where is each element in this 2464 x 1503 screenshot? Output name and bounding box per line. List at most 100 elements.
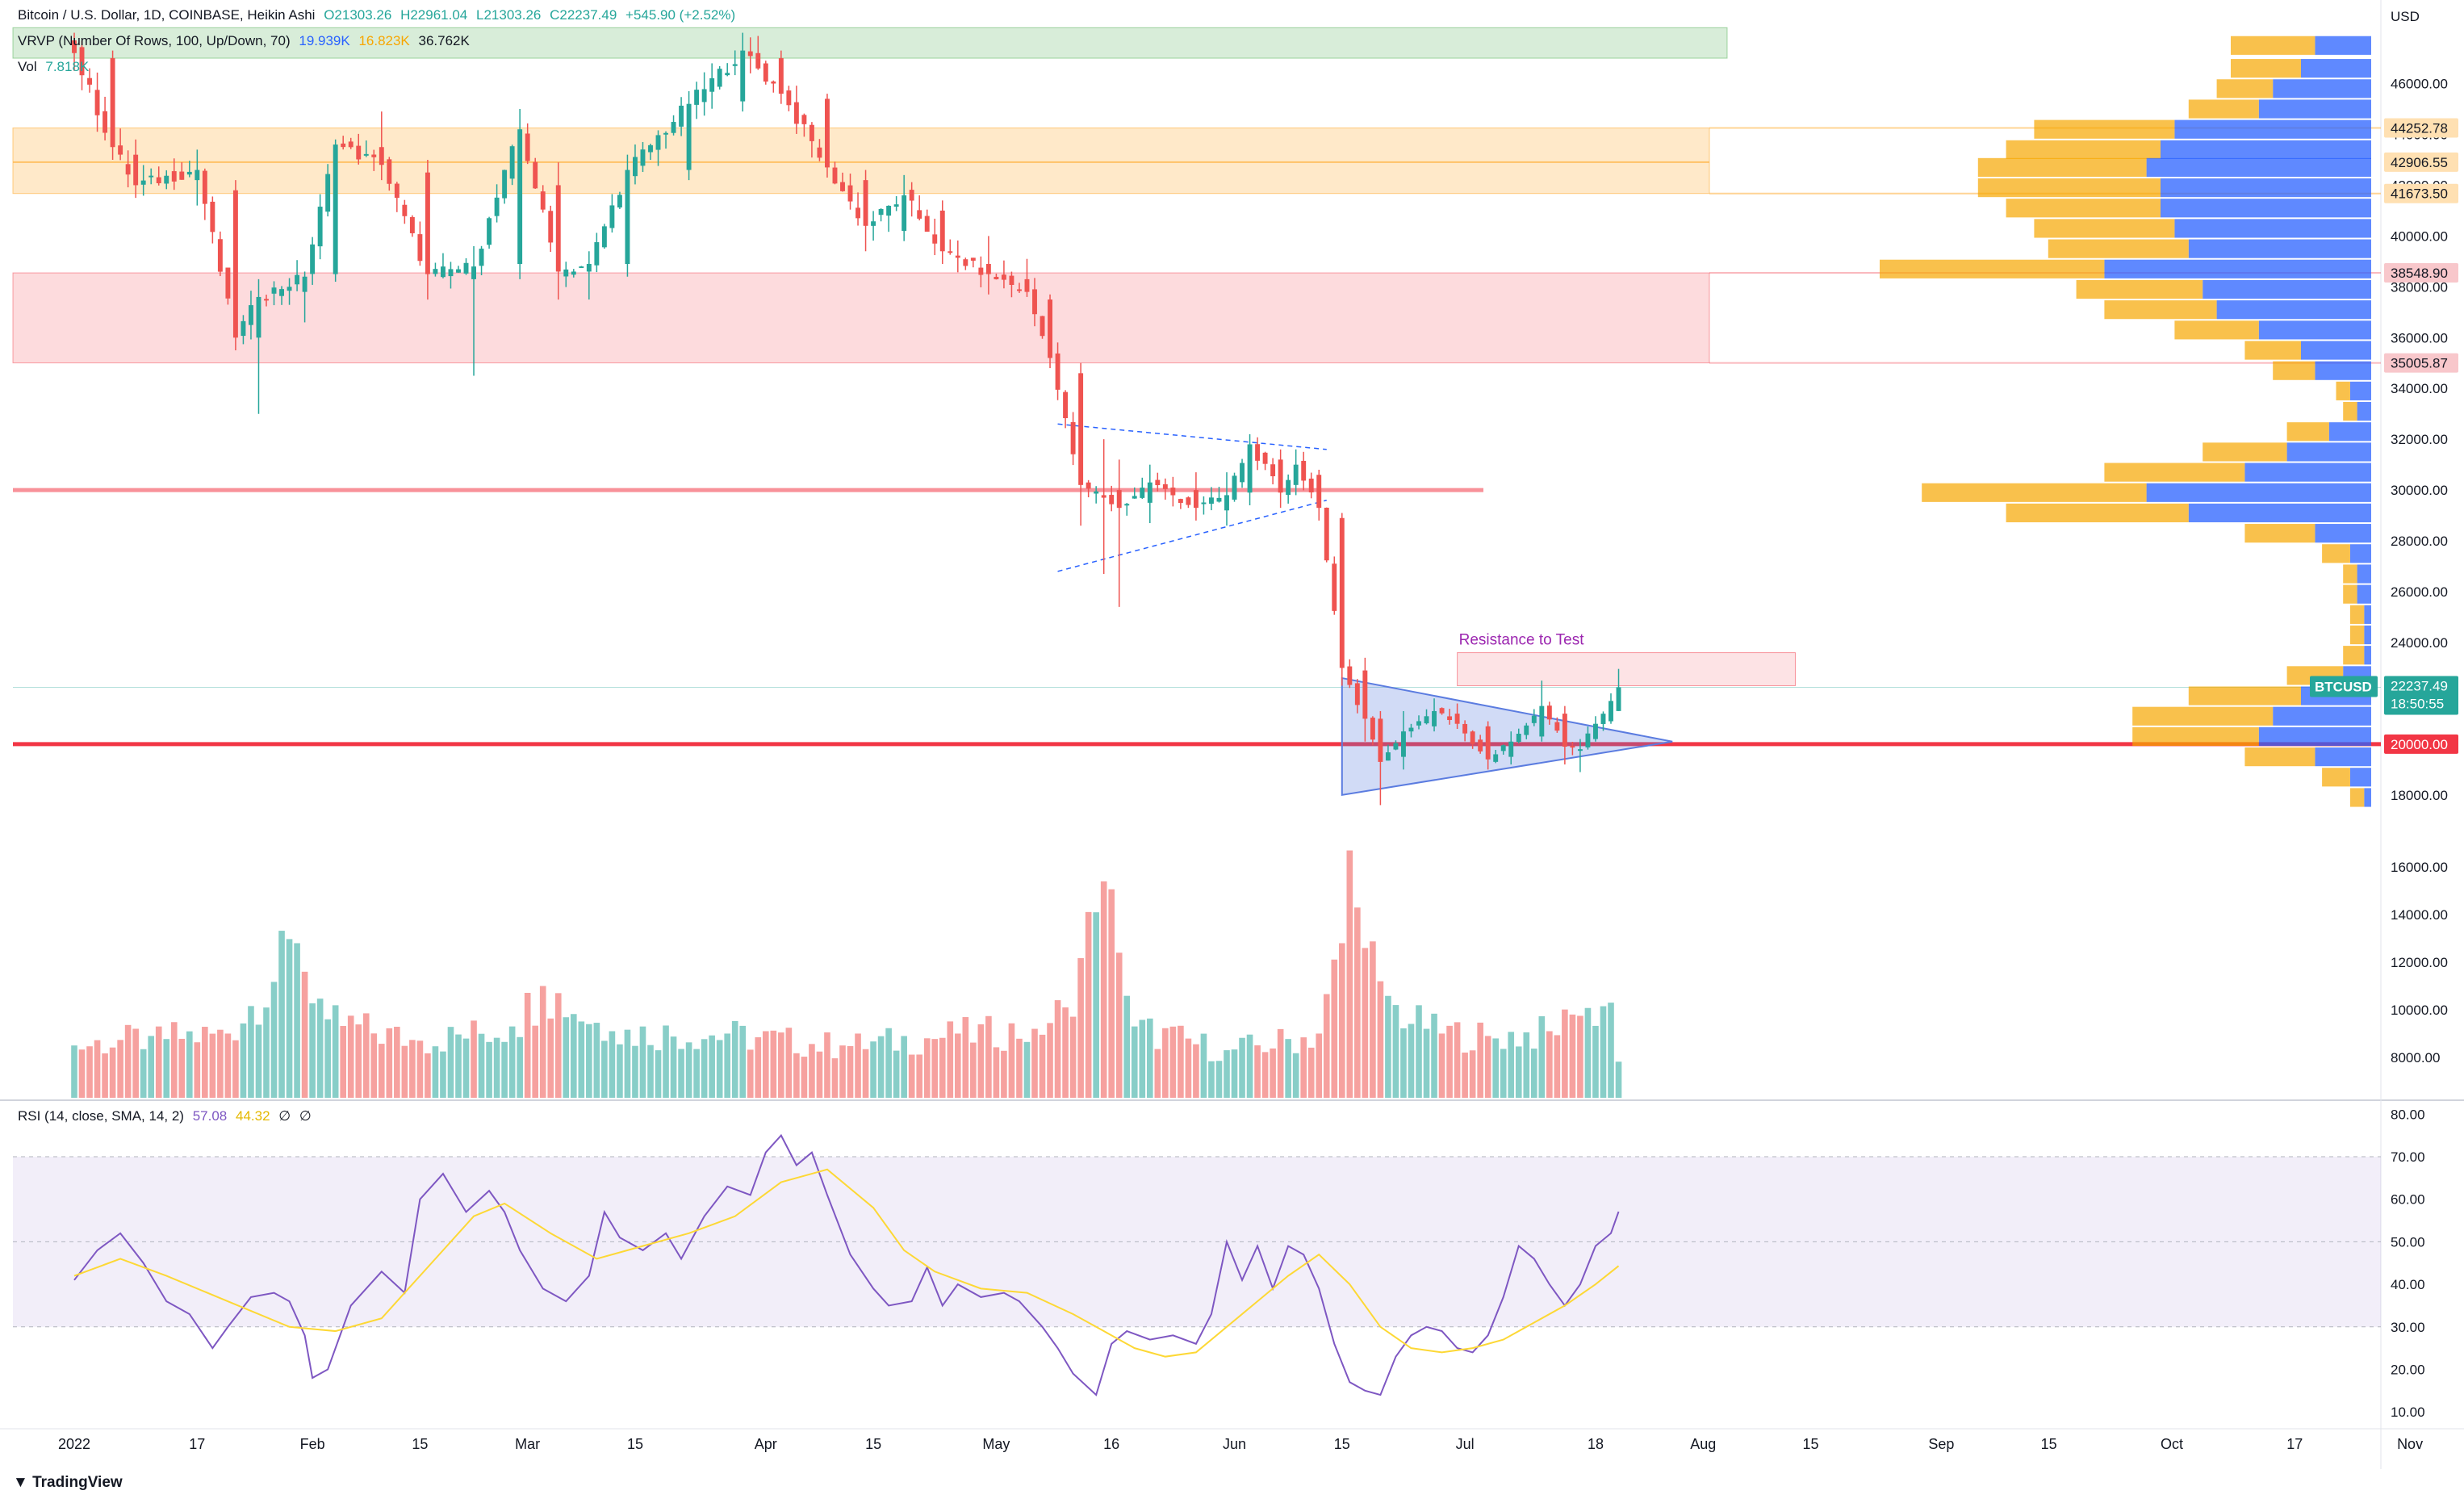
volume-bar <box>163 1039 170 1098</box>
candle-body <box>663 132 668 135</box>
vrvp-down-bar <box>2161 178 2371 198</box>
price-label-badge <box>2384 734 2458 754</box>
vrvp-up-bar <box>1880 259 2105 278</box>
candle-body <box>1593 723 1598 739</box>
candle-body <box>579 266 584 269</box>
candle-body <box>310 244 316 274</box>
volume-bar <box>1131 1026 1138 1098</box>
candle-body <box>317 207 323 247</box>
candle-body <box>1609 701 1613 722</box>
volume-bar <box>1047 1023 1053 1098</box>
volume-bar <box>1093 912 1099 1098</box>
volume-bar <box>1085 911 1092 1098</box>
candle-body <box>1109 495 1115 504</box>
volume-bar <box>617 1044 623 1098</box>
rsi-legend: RSI (14, close, SMA, 14, 2) 57.08 44.32 … <box>18 1107 316 1125</box>
candle-body <box>755 52 761 69</box>
candle-body <box>540 191 546 210</box>
volume-bar <box>547 1018 554 1098</box>
candle-body <box>1009 275 1014 285</box>
wedge-upper-line <box>1057 423 1327 450</box>
candle-body <box>1132 496 1137 499</box>
volume-bar <box>1077 957 1084 1098</box>
volume-bar <box>1054 1000 1061 1098</box>
candle-body <box>1301 460 1307 481</box>
vrvp-down-bar <box>2258 320 2371 340</box>
rsi-extra-2: ∅ <box>299 1108 312 1124</box>
candle-body <box>140 180 146 185</box>
vrvp-up-bar <box>2244 524 2315 543</box>
vrvp-down-bar <box>2286 442 2371 462</box>
candle-body <box>655 135 661 150</box>
candle-body <box>694 90 700 105</box>
volume-bar <box>1178 1025 1184 1098</box>
candle-body <box>433 269 438 274</box>
vrvp-down-bar <box>2188 503 2371 523</box>
vrvp-up-bar <box>2343 401 2357 421</box>
volume-bar <box>1508 1032 1515 1098</box>
volume-bar <box>178 1038 186 1098</box>
symbol-badge-text: BTCUSD <box>2315 679 2372 694</box>
candle-body <box>102 111 108 133</box>
volume-bar <box>1569 1014 1576 1098</box>
candle-body <box>156 177 161 184</box>
volume-bar <box>1162 1028 1169 1098</box>
volume-bar <box>1438 1033 1445 1098</box>
candle-body <box>601 226 607 248</box>
candle-body <box>1216 497 1222 502</box>
candle-body <box>264 299 269 301</box>
volume-bar <box>731 1020 738 1098</box>
rsi-tick-label: 50.00 <box>2391 1234 2425 1250</box>
vrvp-up-bar <box>2188 686 2301 705</box>
candle-body <box>725 73 730 76</box>
volume-bar <box>993 1047 1000 1098</box>
candle-body <box>441 266 446 278</box>
volume-bar <box>1307 1047 1315 1098</box>
legend-low: L21303.26 <box>476 7 542 23</box>
candle-body <box>479 249 484 266</box>
vrvp-up-bar <box>2006 503 2189 523</box>
volume-bar <box>1338 943 1345 1098</box>
volume-bar <box>1446 1025 1453 1098</box>
price-tick-label: 28000.00 <box>2391 534 2448 549</box>
candle-body <box>1078 373 1084 485</box>
volume-bar <box>1261 1052 1269 1098</box>
candle-body <box>509 146 515 179</box>
volume-bar <box>563 1017 570 1098</box>
volume-bar <box>1584 1007 1592 1098</box>
candle-body <box>609 205 615 228</box>
vrvp-up-bar <box>2322 768 2350 787</box>
rsi-tick-label: 60.00 <box>2391 1192 2425 1208</box>
candle-body <box>402 204 408 216</box>
candle-body <box>1124 504 1130 506</box>
volume-bar <box>947 1021 954 1098</box>
candle-body <box>1193 490 1199 509</box>
legend-close: C22237.49 <box>550 7 617 23</box>
volume-bar <box>1016 1038 1023 1098</box>
volume-bar <box>493 1037 500 1098</box>
vrvp-up-bar <box>2203 442 2287 462</box>
vrvp-down-bar <box>2216 300 2371 320</box>
legend-symbol: Bitcoin / U.S. Dollar, 1D, COINBASE, Hei… <box>18 7 316 23</box>
candle-body <box>1070 421 1076 454</box>
volume-bar <box>847 1045 854 1098</box>
candle-body <box>939 210 945 252</box>
candle-body <box>1370 718 1375 740</box>
volume-bar <box>1454 1022 1461 1098</box>
candle-body <box>1539 705 1545 737</box>
candle-body <box>1393 743 1399 750</box>
volume-bar <box>647 1045 654 1098</box>
candle-body <box>149 175 154 178</box>
tradingview-logo[interactable]: ▼ TradingView <box>13 1474 123 1492</box>
candle-body <box>87 77 92 85</box>
candle-body <box>671 122 676 133</box>
candle-body <box>1170 488 1176 496</box>
vrvp-total: 36.762K <box>418 33 470 48</box>
last-price-text: 22237.49 <box>2391 678 2448 693</box>
time-tick-label: 17 <box>189 1436 205 1452</box>
candle-body <box>1478 739 1483 752</box>
time-tick-label: 15 <box>865 1436 881 1452</box>
candle-body <box>679 105 684 127</box>
